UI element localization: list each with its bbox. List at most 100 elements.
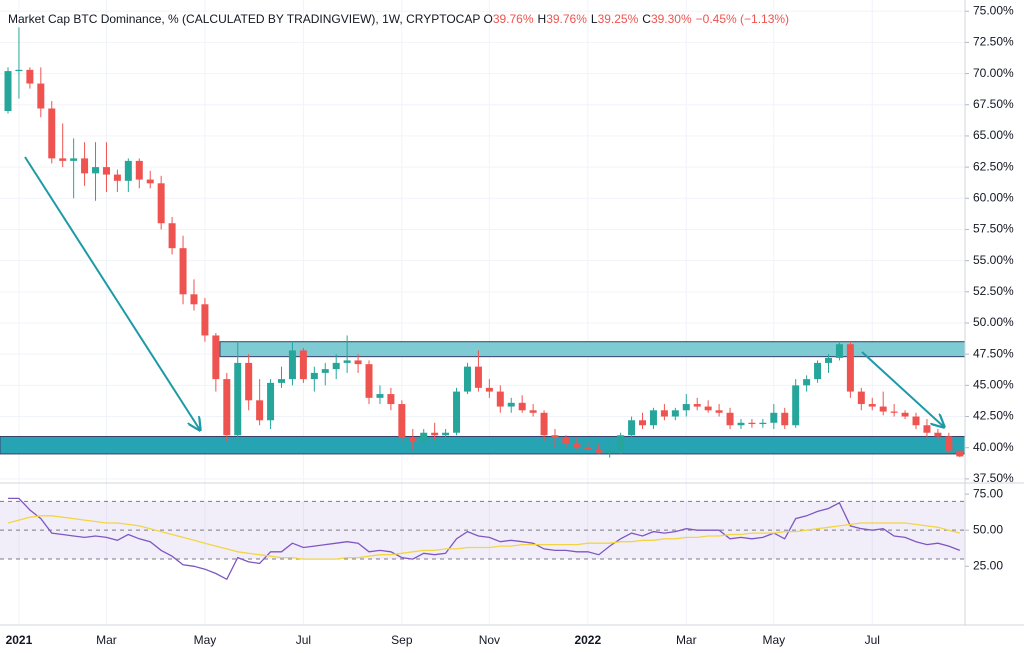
candle-body [660, 410, 668, 417]
y-tick-label: 62.50% [973, 159, 1014, 173]
trend-arrow [861, 351, 944, 427]
y-tick-label: 65.00% [973, 128, 1014, 142]
candle-body [223, 379, 231, 436]
candle-body [726, 412, 734, 426]
candle-body [628, 420, 636, 436]
candle-body [26, 69, 34, 84]
candle-body [453, 391, 461, 433]
candle-body [278, 379, 285, 383]
candle-body [617, 435, 625, 451]
candle-body [770, 412, 778, 423]
candle-body [792, 385, 800, 426]
y-tick-label: 60.00% [973, 190, 1014, 204]
candle-body [70, 158, 78, 161]
candle-body [179, 248, 187, 295]
legend-key: O [483, 12, 493, 26]
y-tick-label: 75.00 [973, 486, 1003, 500]
legend-value: 39.30% [650, 12, 692, 26]
candle-body [584, 447, 592, 449]
x-tick-label: May [762, 633, 785, 647]
candle-body [737, 422, 745, 426]
candle-body [102, 167, 110, 175]
candle-body [398, 404, 406, 438]
candle-body [409, 437, 417, 442]
y-tick-label: 50.00% [973, 315, 1014, 329]
candle-body [606, 450, 614, 453]
candle-body [48, 108, 56, 159]
candle-body [431, 432, 439, 436]
candle-body [781, 412, 789, 426]
legend-value: 39.76% [546, 12, 587, 26]
chart-title: Market Cap BTC Dominance, % (CALCULATED … [8, 12, 481, 26]
legend-key: H [537, 12, 547, 26]
candle-body [835, 344, 843, 358]
candle-body [912, 416, 920, 426]
candle-body [256, 400, 264, 421]
candle-body [748, 422, 756, 425]
candle-body [135, 160, 143, 180]
candle-body [945, 436, 953, 451]
candle-body [529, 410, 537, 413]
candle-body [59, 158, 67, 161]
candle-body [868, 404, 876, 407]
candle-body [201, 304, 209, 336]
candle-body [442, 432, 450, 436]
candle-body [649, 410, 657, 426]
candle-body [551, 435, 559, 438]
candle-body [474, 366, 482, 388]
candle-body [310, 372, 318, 380]
rsi-line [7, 515, 960, 560]
candle-body [485, 387, 493, 392]
candle-body [704, 406, 712, 411]
y-tick-label: 47.50% [973, 346, 1014, 360]
candle-body [901, 412, 909, 417]
candle-body [365, 364, 373, 398]
legend-key: L [590, 12, 598, 26]
x-tick-label: Mar [96, 633, 117, 647]
legend-value: 39.25% [597, 12, 639, 26]
candle-body [354, 360, 362, 365]
candle-body [803, 379, 811, 386]
x-tick-label: 2022 [574, 633, 601, 647]
y-tick-label: 37.50% [973, 471, 1014, 485]
y-tick-label: 55.00% [973, 253, 1014, 267]
x-tick-label: Nov [479, 633, 500, 647]
candle-body [595, 448, 603, 453]
candle-body [857, 391, 865, 405]
candle-body [4, 71, 12, 111]
candle-body [540, 412, 548, 436]
candle-body [81, 158, 89, 174]
trend-arrow [24, 156, 200, 430]
y-tick-label: 72.50% [973, 35, 1014, 49]
candle-body [496, 391, 504, 407]
candle-body [343, 360, 351, 363]
candle-body [814, 362, 822, 380]
y-tick-label: 45.00% [973, 378, 1014, 392]
candle-body [682, 404, 690, 411]
candle-body [15, 69, 23, 72]
y-tick-label: 50.00 [973, 522, 1003, 536]
candle-body [387, 394, 395, 405]
legend-key: C [642, 12, 651, 26]
candle-body [671, 410, 679, 417]
candle-body [759, 422, 767, 425]
candle-body [463, 366, 471, 392]
y-tick-label: 57.50% [973, 222, 1014, 236]
candle-body [157, 183, 165, 224]
candle-body [190, 294, 198, 305]
candle-body [956, 450, 964, 457]
candle-body [825, 357, 832, 363]
candle-body [879, 406, 887, 412]
legend-value: −0.45% (−1.13%) [695, 12, 790, 26]
candle-body [288, 350, 296, 380]
y-tick-label: 52.50% [973, 284, 1014, 298]
candle-body [507, 402, 515, 407]
price-zone [0, 435, 966, 455]
candle-body [113, 174, 121, 181]
candle-body [693, 404, 701, 407]
rsi-line [8, 497, 961, 581]
candle-body [37, 83, 45, 109]
x-tick-label: Jul [865, 633, 880, 647]
